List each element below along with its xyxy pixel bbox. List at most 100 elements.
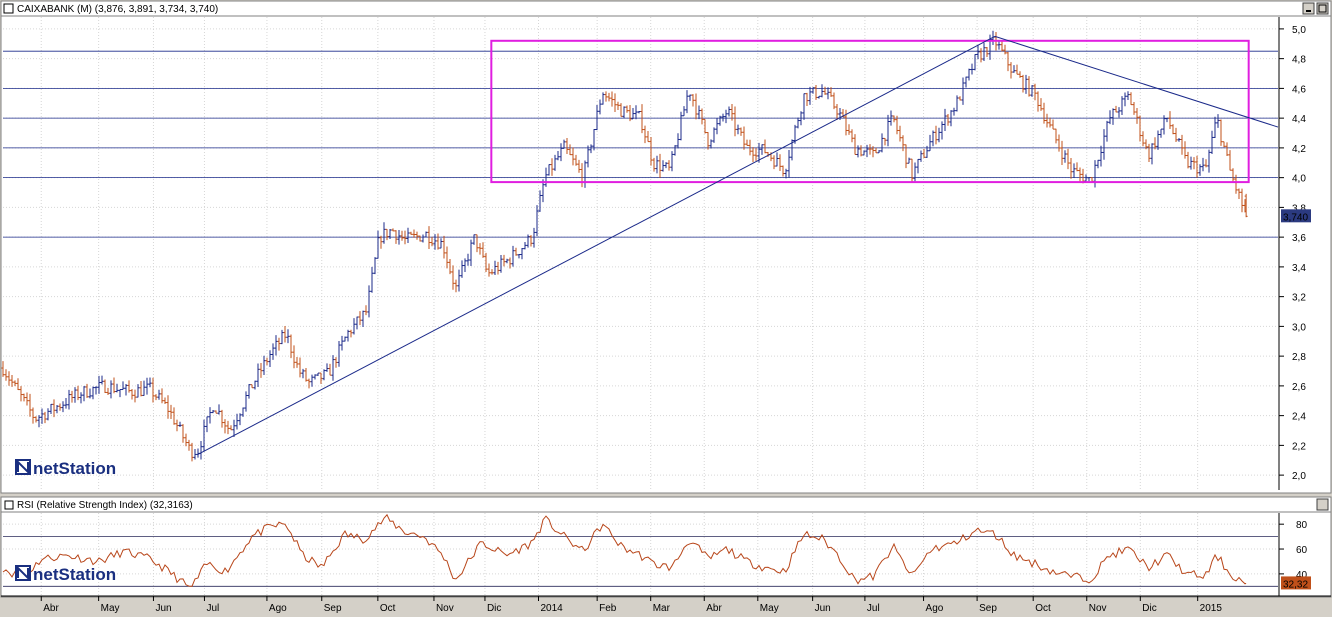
ohlc-bar (22, 393, 26, 402)
ohlc-bar (892, 115, 896, 123)
ohlc-bar (379, 235, 383, 249)
ohlc-bar (1153, 137, 1157, 150)
channel-rectangle[interactable] (490, 39, 1250, 184)
maximize-icon (1318, 4, 1327, 13)
ohlc-bar (271, 343, 275, 360)
ohlc-bar (280, 329, 284, 345)
ohlc-bar (1216, 114, 1220, 128)
x-tick-label: Jun (815, 603, 831, 614)
maximize-button[interactable] (1316, 2, 1329, 15)
trendline[interactable] (197, 35, 996, 455)
ohlc-bar (568, 144, 572, 156)
ohlc-bar (949, 110, 953, 127)
ohlc-bar (1099, 145, 1103, 167)
ohlc-bar (301, 368, 305, 379)
ohlc-bar (76, 385, 80, 401)
y-tick-label: 3,6 (1292, 233, 1306, 244)
ohlc-bar (640, 104, 644, 134)
ohlc-bar (1030, 85, 1034, 97)
last-price-label: 3,740 (1283, 212, 1308, 223)
ohlc-bar (274, 335, 278, 356)
ohlc-bar (103, 379, 107, 393)
ohlc-bar (751, 147, 755, 163)
ohlc-bar (547, 164, 551, 176)
ohlc-bar (928, 134, 932, 152)
y-tick-label: 2,4 (1292, 412, 1306, 423)
rsi-window-icon[interactable] (4, 500, 14, 510)
minimize-button[interactable] (1302, 2, 1315, 15)
ohlc-bar (232, 419, 236, 437)
rsi-close-button[interactable] (1316, 498, 1329, 511)
ohlc-bar (754, 148, 758, 161)
ohlc-bar (1159, 128, 1163, 138)
ohlc-bar (163, 397, 167, 405)
ohlc-bar (403, 230, 407, 245)
price-panel (0, 0, 1332, 494)
ohlc-bar (127, 380, 131, 393)
ohlc-bar (1201, 157, 1205, 172)
ohlc-bar (1234, 174, 1238, 194)
ohlc-bar (268, 350, 272, 367)
ohlc-bar (1039, 98, 1043, 111)
ohlc-bar (1006, 51, 1010, 72)
ohlc-bar (823, 86, 827, 95)
ohlc-bar (13, 380, 17, 387)
ohlc-bar (457, 269, 461, 292)
window-icon[interactable] (3, 3, 14, 14)
y-tick-label: 3,4 (1292, 263, 1306, 274)
ohlc-bar (1081, 168, 1085, 184)
ohlc-bar (886, 114, 890, 147)
ohlc-bar (1114, 105, 1118, 113)
ohlc-bar (910, 158, 914, 182)
ohlc-bar (79, 392, 83, 404)
ohlc-bar (1042, 102, 1046, 124)
ohlc-bar (193, 449, 197, 460)
trendline[interactable] (994, 35, 1279, 128)
ohlc-bar (880, 133, 884, 153)
rsi-grid (3, 513, 1278, 595)
y-tick-label: 4,0 (1292, 174, 1306, 185)
ohlc-bar (358, 311, 362, 326)
ohlc-bar (1018, 71, 1022, 78)
ohlc-bar (316, 372, 320, 377)
ohlc-bar (1111, 108, 1115, 125)
ohlc-bar (1144, 139, 1148, 150)
ohlc-bar (391, 228, 395, 232)
y-tick-label: 2,6 (1292, 382, 1306, 393)
ohlc-bar (655, 155, 659, 174)
ohlc-bar (331, 355, 335, 381)
ohlc-bar (292, 345, 296, 369)
ohlc-bar (202, 419, 206, 452)
ohlc-bar (940, 121, 944, 140)
ohlc-bar (868, 144, 872, 155)
ohlc-bar (721, 113, 725, 122)
ohlc-bar (622, 106, 626, 119)
ohlc-bar (187, 439, 191, 451)
ohlc-bar (421, 234, 425, 243)
y-tick-label: 2,0 (1292, 471, 1306, 482)
drawings (197, 35, 1279, 455)
ohlc-bar (1135, 108, 1139, 124)
ohlc-bar (670, 151, 674, 172)
ohlc-bar (514, 247, 518, 256)
ohlc-bar (1147, 143, 1151, 163)
ohlc-bar (1171, 124, 1175, 135)
ohlc-bar (520, 247, 524, 260)
ohlc-bar (814, 85, 818, 100)
ohlc-bar (964, 76, 968, 88)
ohlc-bar (406, 227, 410, 243)
ohlc-bar (703, 118, 707, 134)
ohlc-bar (1183, 141, 1187, 159)
y-tick-label: 4,8 (1292, 55, 1306, 66)
ohlc-bar (1186, 151, 1190, 169)
ohlc-bar (1219, 119, 1223, 146)
ohlc-bar (1087, 177, 1091, 182)
ohlc-bar (295, 357, 299, 368)
ohlc-bar (481, 242, 485, 258)
rsi-series (2, 513, 1247, 587)
ohlc-bar (349, 329, 353, 338)
ohlc-bar (934, 125, 938, 145)
ohlc-bar (1033, 83, 1037, 101)
x-tick-label: 2015 (1200, 603, 1223, 614)
ohlc-bar (559, 143, 563, 162)
